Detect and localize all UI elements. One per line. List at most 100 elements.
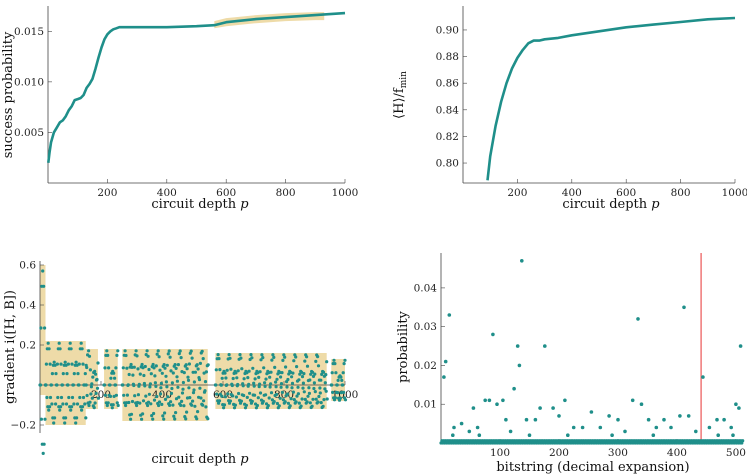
probability-point — [716, 433, 720, 437]
gradient-point — [236, 382, 240, 387]
gradient-point — [331, 390, 335, 394]
gradient-point — [245, 395, 249, 399]
gradient-point — [48, 405, 52, 409]
gradient-point — [319, 401, 323, 405]
probability-point — [483, 398, 487, 403]
probability-point — [701, 375, 705, 379]
y-axis-label: probability — [396, 310, 411, 382]
gradient-point — [236, 369, 240, 373]
gradient-point — [257, 385, 261, 389]
probability-point — [589, 410, 594, 414]
gradient-point — [324, 373, 328, 377]
gradient-point — [48, 395, 53, 400]
gradient-point — [96, 396, 100, 400]
gradient-point — [59, 395, 64, 400]
gradient-point — [279, 382, 284, 386]
gradient-point — [89, 385, 93, 389]
gradient-point — [206, 417, 210, 421]
probability-point — [524, 417, 529, 422]
gradient-point — [70, 405, 74, 409]
gradient-point — [181, 387, 185, 391]
gradient-point — [234, 371, 238, 375]
gradient-point — [81, 362, 85, 366]
gradient-point — [274, 385, 278, 389]
gradient-point — [135, 354, 139, 358]
gradient-point — [320, 372, 324, 376]
gradient-point — [83, 372, 87, 376]
gradient-point — [64, 402, 69, 406]
gradient-point — [176, 385, 180, 389]
gradient-point — [308, 378, 312, 382]
gradient-point — [175, 375, 179, 379]
gradient-point — [134, 349, 138, 353]
x-tick-label: 1000 — [722, 187, 747, 199]
gradient-point — [301, 386, 305, 390]
x-axis-label: bitstring (decimal expansion) — [496, 460, 689, 475]
gradient-point — [105, 403, 109, 408]
gradient-point — [300, 397, 304, 401]
gradient-point — [219, 383, 223, 387]
probability-point — [459, 421, 464, 426]
gradient-point — [258, 382, 262, 386]
gradient-point — [43, 326, 47, 330]
gradient-point — [341, 383, 345, 387]
probability-point — [662, 417, 666, 422]
gradient-point — [275, 401, 279, 406]
gradient-point — [323, 387, 327, 391]
gradient-point — [258, 370, 262, 374]
gradient-point — [158, 368, 162, 372]
probability-point — [487, 398, 492, 403]
gradient-point — [160, 402, 164, 406]
probability-point — [533, 417, 538, 422]
gradient-point — [226, 392, 230, 396]
gradient-point — [74, 421, 78, 425]
gradient-point — [174, 411, 178, 415]
gradient-point — [143, 384, 147, 388]
gradient-point — [305, 355, 309, 359]
gradient-point — [163, 397, 168, 401]
energy-ratio-line — [486, 16, 736, 181]
gradient-point — [154, 384, 158, 388]
gradient-point — [200, 349, 204, 353]
gradient-point — [339, 375, 343, 379]
gradient-point — [124, 353, 128, 358]
gradient-point — [334, 371, 338, 375]
y-tick-label: 0.80 — [436, 158, 459, 170]
gradient-point — [321, 370, 326, 374]
gradient-point — [114, 366, 118, 370]
gradient-point — [251, 366, 255, 370]
gradient-point — [285, 385, 289, 389]
gradient-point — [204, 405, 208, 409]
gradient-point — [157, 400, 162, 404]
probability-point — [512, 386, 516, 391]
gradient-point — [310, 404, 314, 408]
gradient-point — [255, 403, 259, 408]
probability-point — [557, 414, 561, 418]
gradient-point — [152, 411, 156, 416]
gradient-point — [47, 347, 51, 351]
probability-point — [442, 375, 446, 379]
y-tick-label: 0.6 — [19, 260, 36, 272]
gradient-point — [39, 326, 43, 330]
gradient-point — [135, 403, 139, 408]
gradient-point — [96, 361, 100, 365]
gradient-point — [174, 366, 178, 370]
gradient-point — [196, 410, 200, 414]
gradient-point — [270, 358, 274, 362]
gradient-point — [195, 363, 199, 367]
y-tick-label: 0.86 — [436, 78, 460, 90]
gradient-point — [113, 383, 118, 387]
gradient-point — [303, 397, 307, 401]
probability-point — [477, 433, 482, 437]
gradient-point — [264, 377, 268, 381]
gradient-point — [59, 405, 63, 409]
gradient-point — [90, 396, 94, 400]
gradient-point — [234, 395, 238, 399]
gradient-point — [283, 355, 287, 359]
gradient-point — [340, 378, 344, 382]
gradient-point — [121, 383, 125, 387]
gradient-point — [204, 370, 208, 374]
gradient-point — [125, 366, 129, 370]
gradient-point — [242, 393, 246, 398]
